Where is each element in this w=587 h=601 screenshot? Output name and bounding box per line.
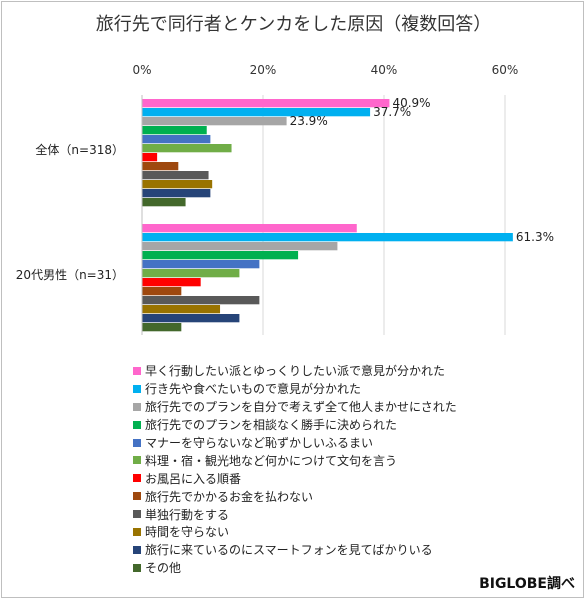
bar	[142, 153, 158, 162]
legend-item: 料理・宿・観光地など何かにつけて文句を言う	[133, 451, 573, 469]
legend-item: お風呂に入る順番	[133, 469, 573, 487]
x-tick-label: 40%	[371, 63, 398, 77]
legend-item: 旅行に来ているのにスマートフォンを見てばかりいる	[133, 541, 573, 559]
bar	[142, 224, 357, 233]
legend-item: 旅行先でかかるお金を払わない	[133, 487, 573, 505]
legend-swatch	[133, 438, 141, 447]
bar	[142, 233, 513, 242]
legend-item: 時間を守らない	[133, 523, 573, 541]
bar	[142, 269, 240, 278]
x-tick-label: 0%	[132, 63, 151, 77]
legend-label: マナーを守らないなど恥ずかしいふるまい	[145, 436, 374, 450]
legend-swatch	[133, 492, 141, 501]
data-label: 23.9%	[290, 114, 328, 128]
legend-label: 時間を守らない	[145, 525, 230, 540]
category-label: 20代男性（n=31）	[16, 268, 124, 282]
legend-swatch	[133, 545, 141, 554]
bar	[142, 296, 260, 305]
bar	[142, 251, 299, 260]
bar	[142, 314, 240, 323]
category-label: 全体（n=318）	[35, 142, 124, 157]
legend-swatch	[133, 510, 141, 519]
data-label: 40.9%	[392, 96, 430, 110]
data-label: 37.7%	[373, 105, 411, 119]
legend-swatch	[133, 366, 141, 375]
chart-title: 旅行先で同行者とケンカをした原因（複数回答）	[95, 14, 492, 35]
legend-label: お風呂に入る順番	[145, 471, 242, 486]
legend-item: 単独行動をする	[133, 505, 573, 523]
x-tick-label: 60%	[492, 63, 519, 77]
bar	[142, 135, 211, 144]
legend-label: 旅行先でかかるお金を払わない	[145, 489, 314, 504]
legend-label: 料理・宿・観光地など何かにつけて文句を言う	[145, 453, 398, 468]
legend-label: 旅行先でのプランを自分で考えず全て他人まかせにされた	[145, 400, 457, 415]
legend-item: 早く行動したい派とゆっくりしたい派で意見が分かれた	[133, 362, 573, 380]
legend-swatch	[133, 420, 141, 429]
bar	[142, 242, 338, 251]
bar	[142, 162, 179, 171]
data-label: 61.3%	[516, 230, 554, 244]
bar	[142, 278, 201, 287]
legend-swatch	[133, 402, 141, 411]
bar	[142, 144, 232, 153]
bar	[142, 287, 182, 296]
legend-item: 行き先や食べたいもので意見が分かれた	[133, 380, 573, 398]
legend-label: その他	[145, 561, 182, 576]
legend-swatch	[133, 384, 141, 393]
legend-label: 早く行動したい派とゆっくりしたい派で意見が分かれた	[145, 364, 446, 379]
bar	[142, 171, 209, 180]
legend-swatch	[133, 563, 141, 572]
bar	[142, 108, 371, 117]
legend-label: 旅行先でのプランを相談なく勝手に決められた	[145, 418, 398, 433]
bar	[142, 260, 260, 269]
bar	[142, 126, 207, 135]
legend-item: マナーを守らないなど恥ずかしいふるまい	[133, 434, 573, 452]
bar	[142, 117, 287, 126]
legend-label: 行き先や食べたいもので意見が分かれた	[145, 382, 362, 397]
legend-item: 旅行先でのプランを自分で考えず全て他人まかせにされた	[133, 398, 573, 416]
legend-item: その他	[133, 559, 573, 577]
legend-swatch	[133, 474, 141, 483]
bar	[142, 305, 221, 314]
legend: 早く行動したい派とゆっくりしたい派で意見が分かれた 行き先や食べたいもので意見が分…	[133, 362, 573, 577]
legend-swatch	[133, 456, 141, 465]
legend-swatch	[133, 527, 141, 536]
legend-label: 単独行動をする	[145, 507, 230, 522]
bar	[142, 323, 182, 332]
bar	[142, 189, 211, 198]
x-tick-label: 20%	[250, 63, 277, 77]
bar	[142, 198, 186, 207]
legend-item: 旅行先でのプランを相談なく勝手に決められた	[133, 416, 573, 434]
legend-label: 旅行に来ているのにスマートフォンを見てばかりいる	[145, 543, 433, 558]
source-credit: BIGLOBE調べ	[479, 576, 575, 592]
bar	[142, 99, 390, 108]
bar	[142, 180, 213, 189]
